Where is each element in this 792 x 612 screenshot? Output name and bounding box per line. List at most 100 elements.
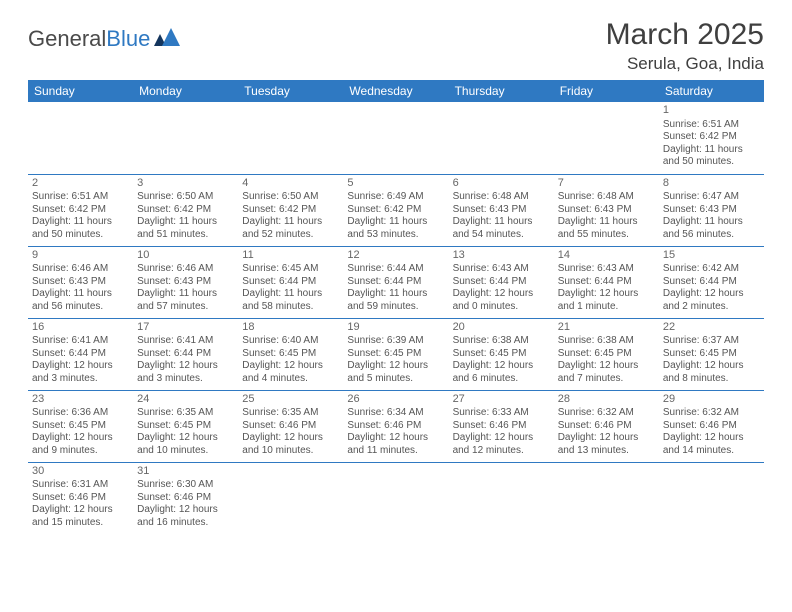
calendar-cell: 24Sunrise: 6:35 AMSunset: 6:45 PMDayligh…: [133, 390, 238, 462]
sunset-line: Sunset: 6:46 PM: [32, 492, 129, 505]
day-number: 7: [558, 177, 655, 191]
day-number: 14: [558, 249, 655, 263]
sunset-line: Sunset: 6:46 PM: [137, 492, 234, 505]
day-number: 30: [32, 465, 129, 479]
day-number: 13: [453, 249, 550, 263]
calendar-table: Sunday Monday Tuesday Wednesday Thursday…: [28, 80, 764, 534]
sunrise-line: Sunrise: 6:35 AM: [137, 407, 234, 420]
sunset-line: Sunset: 6:46 PM: [453, 420, 550, 433]
sunset-line: Sunset: 6:46 PM: [663, 420, 760, 433]
day-number: 19: [347, 321, 444, 335]
calendar-cell: 31Sunrise: 6:30 AMSunset: 6:46 PMDayligh…: [133, 462, 238, 534]
sunset-line: Sunset: 6:44 PM: [347, 276, 444, 289]
daylight-line: Daylight: 12 hours and 16 minutes.: [137, 504, 234, 529]
daylight-line: Daylight: 11 hours and 56 minutes.: [32, 288, 129, 313]
sunrise-line: Sunrise: 6:41 AM: [32, 335, 129, 348]
logo-text-b: Blue: [106, 26, 150, 52]
sunset-line: Sunset: 6:42 PM: [32, 204, 129, 217]
daylight-line: Daylight: 11 hours and 52 minutes.: [242, 216, 339, 241]
sunset-line: Sunset: 6:42 PM: [663, 131, 760, 144]
brand-logo: GeneralBlue: [28, 18, 180, 52]
sunrise-line: Sunrise: 6:51 AM: [32, 191, 129, 204]
sunrise-line: Sunrise: 6:35 AM: [242, 407, 339, 420]
sunrise-line: Sunrise: 6:43 AM: [558, 263, 655, 276]
day-number: 28: [558, 393, 655, 407]
calendar-cell: 25Sunrise: 6:35 AMSunset: 6:46 PMDayligh…: [238, 390, 343, 462]
calendar-cell: [554, 462, 659, 534]
sunset-line: Sunset: 6:45 PM: [453, 348, 550, 361]
sunset-line: Sunset: 6:43 PM: [558, 204, 655, 217]
calendar-cell: 7Sunrise: 6:48 AMSunset: 6:43 PMDaylight…: [554, 174, 659, 246]
logo-mark-icon: [154, 26, 180, 52]
calendar-row: 16Sunrise: 6:41 AMSunset: 6:44 PMDayligh…: [28, 318, 764, 390]
sunrise-line: Sunrise: 6:44 AM: [347, 263, 444, 276]
day-number: 25: [242, 393, 339, 407]
calendar-cell: [28, 102, 133, 174]
daylight-line: Daylight: 12 hours and 4 minutes.: [242, 360, 339, 385]
calendar-cell: 20Sunrise: 6:38 AMSunset: 6:45 PMDayligh…: [449, 318, 554, 390]
daylight-line: Daylight: 11 hours and 59 minutes.: [347, 288, 444, 313]
daylight-line: Daylight: 12 hours and 13 minutes.: [558, 432, 655, 457]
day-number: 8: [663, 177, 760, 191]
calendar-cell: 9Sunrise: 6:46 AMSunset: 6:43 PMDaylight…: [28, 246, 133, 318]
sunset-line: Sunset: 6:44 PM: [242, 276, 339, 289]
sunset-line: Sunset: 6:43 PM: [453, 204, 550, 217]
day-number: 12: [347, 249, 444, 263]
sunset-line: Sunset: 6:42 PM: [347, 204, 444, 217]
calendar-cell: 10Sunrise: 6:46 AMSunset: 6:43 PMDayligh…: [133, 246, 238, 318]
daylight-line: Daylight: 12 hours and 7 minutes.: [558, 360, 655, 385]
day-number: 11: [242, 249, 339, 263]
calendar-row: 2Sunrise: 6:51 AMSunset: 6:42 PMDaylight…: [28, 174, 764, 246]
calendar-cell: [449, 102, 554, 174]
calendar-header-row: Sunday Monday Tuesday Wednesday Thursday…: [28, 80, 764, 102]
calendar-cell: [659, 462, 764, 534]
calendar-cell: 4Sunrise: 6:50 AMSunset: 6:42 PMDaylight…: [238, 174, 343, 246]
sunrise-line: Sunrise: 6:32 AM: [663, 407, 760, 420]
day-number: 20: [453, 321, 550, 335]
day-number: 21: [558, 321, 655, 335]
day-number: 23: [32, 393, 129, 407]
day-number: 2: [32, 177, 129, 191]
sunrise-line: Sunrise: 6:46 AM: [32, 263, 129, 276]
sunset-line: Sunset: 6:44 PM: [558, 276, 655, 289]
sunrise-line: Sunrise: 6:33 AM: [453, 407, 550, 420]
sunrise-line: Sunrise: 6:39 AM: [347, 335, 444, 348]
sunrise-line: Sunrise: 6:38 AM: [558, 335, 655, 348]
page-header: GeneralBlue March 2025 Serula, Goa, Indi…: [28, 18, 764, 74]
calendar-cell: 2Sunrise: 6:51 AMSunset: 6:42 PMDaylight…: [28, 174, 133, 246]
day-number: 22: [663, 321, 760, 335]
daylight-line: Daylight: 11 hours and 56 minutes.: [663, 216, 760, 241]
sunset-line: Sunset: 6:43 PM: [32, 276, 129, 289]
month-title: March 2025: [606, 18, 764, 52]
daylight-line: Daylight: 12 hours and 3 minutes.: [32, 360, 129, 385]
calendar-cell: [133, 102, 238, 174]
sunrise-line: Sunrise: 6:50 AM: [137, 191, 234, 204]
calendar-cell: 19Sunrise: 6:39 AMSunset: 6:45 PMDayligh…: [343, 318, 448, 390]
day-number: 5: [347, 177, 444, 191]
calendar-page: GeneralBlue March 2025 Serula, Goa, Indi…: [0, 0, 792, 534]
sunrise-line: Sunrise: 6:38 AM: [453, 335, 550, 348]
weekday-header: Saturday: [659, 80, 764, 102]
weekday-header: Friday: [554, 80, 659, 102]
daylight-line: Daylight: 11 hours and 54 minutes.: [453, 216, 550, 241]
sunrise-line: Sunrise: 6:45 AM: [242, 263, 339, 276]
day-number: 3: [137, 177, 234, 191]
sunset-line: Sunset: 6:45 PM: [558, 348, 655, 361]
daylight-line: Daylight: 12 hours and 5 minutes.: [347, 360, 444, 385]
sunrise-line: Sunrise: 6:34 AM: [347, 407, 444, 420]
calendar-cell: [343, 102, 448, 174]
calendar-cell: 3Sunrise: 6:50 AMSunset: 6:42 PMDaylight…: [133, 174, 238, 246]
calendar-body: 1Sunrise: 6:51 AMSunset: 6:42 PMDaylight…: [28, 102, 764, 534]
calendar-cell: 14Sunrise: 6:43 AMSunset: 6:44 PMDayligh…: [554, 246, 659, 318]
sunrise-line: Sunrise: 6:51 AM: [663, 119, 760, 132]
logo-text-a: General: [28, 26, 106, 52]
sunrise-line: Sunrise: 6:32 AM: [558, 407, 655, 420]
calendar-cell: 1Sunrise: 6:51 AMSunset: 6:42 PMDaylight…: [659, 102, 764, 174]
sunset-line: Sunset: 6:45 PM: [663, 348, 760, 361]
sunrise-line: Sunrise: 6:43 AM: [453, 263, 550, 276]
calendar-cell: 5Sunrise: 6:49 AMSunset: 6:42 PMDaylight…: [343, 174, 448, 246]
sunset-line: Sunset: 6:44 PM: [453, 276, 550, 289]
sunrise-line: Sunrise: 6:41 AM: [137, 335, 234, 348]
title-block: March 2025 Serula, Goa, India: [606, 18, 764, 74]
sunrise-line: Sunrise: 6:30 AM: [137, 479, 234, 492]
